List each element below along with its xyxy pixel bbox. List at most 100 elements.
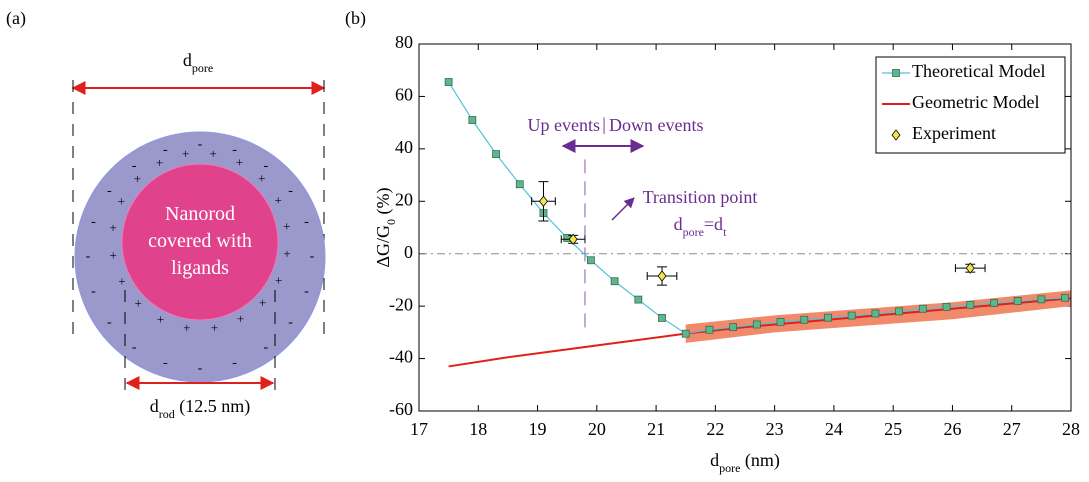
plus-sign: + (283, 219, 290, 234)
marker (918, 304, 927, 313)
arrow (611, 197, 635, 221)
x-tick-label: 26 (943, 419, 961, 439)
marker (966, 300, 975, 309)
text-part: d (710, 450, 719, 470)
marker (1061, 293, 1069, 302)
marker (444, 78, 453, 86)
minus-sign: - (263, 159, 268, 174)
text-line: ligands (171, 257, 229, 279)
marker (847, 311, 856, 320)
minus-sign: - (263, 340, 268, 355)
marker (705, 325, 714, 334)
x-tick-label: 23 (766, 419, 784, 439)
plus-sign: + (258, 170, 265, 185)
marker (568, 233, 578, 245)
text-part: d (183, 50, 192, 70)
nanorod (121, 163, 279, 321)
marker (634, 295, 643, 304)
minus-sign: - (132, 159, 137, 174)
plus-sign: + (182, 146, 189, 161)
x-tick-label: 21 (647, 419, 665, 439)
marker (892, 69, 900, 77)
subscript: pore (192, 61, 213, 75)
panel-a: (a) dpore Nanorod covered with ligands dro… (6, 8, 326, 421)
x-tick-label: 25 (884, 419, 902, 439)
x-tick-label: 24 (825, 419, 843, 439)
text-part: d (150, 396, 159, 416)
text-part: d (674, 214, 683, 234)
annotation: Up events (528, 115, 600, 135)
marker (468, 116, 477, 124)
marker (657, 270, 667, 282)
marker (515, 180, 524, 189)
annotation: Transition point (643, 187, 758, 207)
marker (776, 317, 785, 326)
subscript: pore (719, 461, 740, 475)
plus-sign: + (183, 320, 190, 335)
minus-sign: - (198, 361, 203, 376)
plus-sign: + (118, 273, 125, 288)
marker (1013, 296, 1022, 305)
subscript: t (723, 225, 727, 239)
marker (538, 195, 548, 207)
y-axis-label: ΔG/G0 (%) (373, 187, 398, 267)
annotation: | (602, 114, 606, 134)
y-tick-label: 20 (395, 189, 413, 209)
marker (752, 320, 761, 329)
legend-label: Geometric Model (912, 92, 1039, 112)
plus-sign: + (275, 272, 282, 287)
pore-label: dpore (183, 50, 213, 75)
minus-sign: - (91, 284, 96, 299)
legend-label: Theoretical Model (912, 61, 1045, 81)
x-tick-label: 19 (529, 419, 547, 439)
text-line: covered with (148, 230, 252, 252)
marker (824, 313, 832, 322)
text-part: (%) (373, 187, 394, 218)
text-line: Nanorod (165, 203, 235, 225)
marker (586, 256, 595, 265)
plus-sign: + (118, 194, 125, 209)
plus-sign: + (134, 171, 141, 186)
minus-sign: - (304, 284, 309, 299)
panel-label: (a) (6, 8, 26, 29)
marker (942, 303, 951, 311)
marker (492, 150, 500, 159)
minus-sign: - (288, 183, 293, 198)
plus-sign: + (209, 146, 216, 161)
minus-sign: - (107, 183, 112, 198)
plot-frame (418, 43, 1072, 412)
x-tick-label: 28 (1062, 419, 1080, 439)
marker (729, 323, 738, 332)
x-tick-label: 18 (469, 419, 487, 439)
y-tick-label: 40 (395, 137, 413, 157)
rod-label: drod (12.5 nm) (150, 396, 251, 421)
marker (681, 329, 690, 338)
minus-sign: - (288, 315, 293, 330)
x-tick-label: 20 (588, 419, 606, 439)
legend-label: Experiment (912, 123, 996, 143)
plus-sign: + (156, 155, 163, 170)
panel-b: (b) 17 18 19 20 21 22 23 24 25 26 27 28 -60 -40 -20 0 20 4… (345, 8, 1080, 475)
x-tick-label: 17 (410, 419, 428, 439)
minus-sign: - (163, 356, 168, 371)
plus-sign: + (259, 295, 266, 310)
plus-sign: + (135, 296, 142, 311)
subscript: pore (683, 225, 704, 239)
marker (990, 299, 998, 307)
y-tick-label: 80 (395, 32, 413, 52)
minus-sign: - (86, 249, 91, 264)
plus-sign: + (110, 247, 117, 262)
plus-sign: + (237, 311, 244, 326)
marker (895, 307, 904, 316)
minus-sign: - (107, 315, 112, 330)
text-part: (nm) (740, 450, 780, 471)
y-tick-label: -20 (389, 294, 413, 314)
minus-sign: - (163, 143, 168, 158)
minus-sign: - (132, 340, 137, 355)
marker (800, 315, 809, 324)
panel-label: (b) (345, 8, 366, 29)
marker (610, 277, 619, 286)
plus-sign: + (283, 246, 290, 261)
x-tick-label: 22 (706, 419, 724, 439)
